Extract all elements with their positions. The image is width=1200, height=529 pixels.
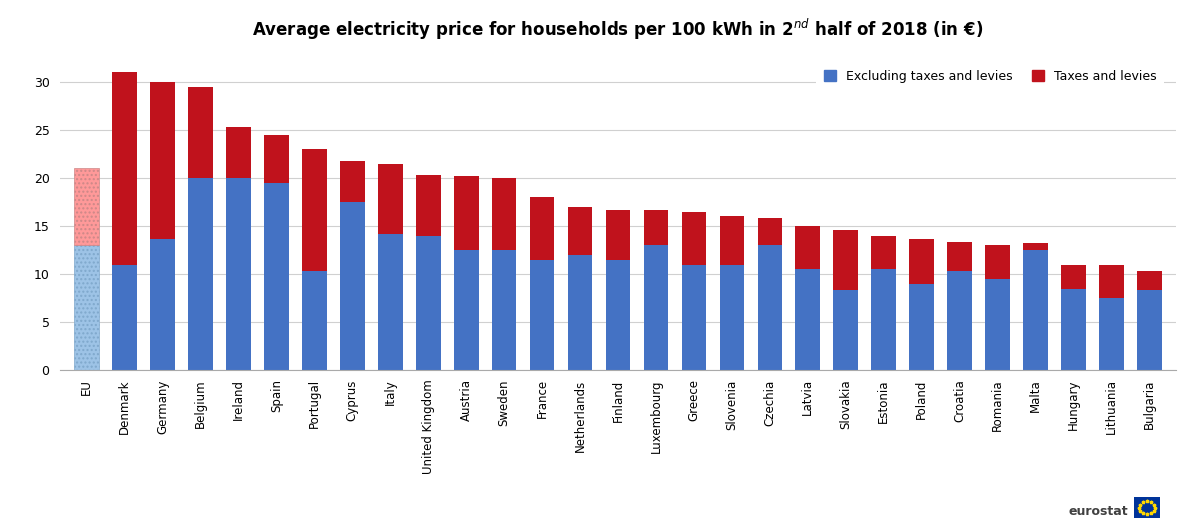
Bar bbox=[112, 264, 137, 370]
Bar bbox=[378, 234, 402, 370]
Text: eurostat: eurostat bbox=[1068, 505, 1128, 518]
Bar bbox=[871, 269, 896, 370]
Bar bbox=[910, 284, 934, 370]
Bar bbox=[871, 235, 896, 269]
Bar bbox=[1061, 264, 1086, 288]
Bar bbox=[720, 264, 744, 370]
Bar bbox=[188, 178, 212, 370]
Bar bbox=[302, 271, 326, 370]
Bar bbox=[606, 260, 630, 370]
Bar bbox=[643, 209, 668, 245]
Bar bbox=[720, 216, 744, 264]
Bar bbox=[340, 202, 365, 370]
Bar bbox=[226, 127, 251, 178]
Bar bbox=[1024, 243, 1048, 250]
Bar bbox=[150, 82, 175, 239]
Bar bbox=[1024, 250, 1048, 370]
Bar bbox=[834, 290, 858, 370]
Bar bbox=[416, 175, 440, 235]
Bar bbox=[112, 72, 137, 264]
Bar bbox=[796, 226, 820, 269]
Bar bbox=[682, 212, 707, 264]
Bar bbox=[985, 279, 1010, 370]
Bar bbox=[492, 178, 516, 250]
Bar bbox=[1099, 264, 1124, 298]
Bar bbox=[757, 218, 782, 245]
Bar bbox=[454, 250, 479, 370]
Bar bbox=[1099, 298, 1124, 370]
Bar bbox=[606, 209, 630, 260]
Bar bbox=[492, 250, 516, 370]
Bar bbox=[1061, 288, 1086, 370]
Bar bbox=[947, 271, 972, 370]
Bar bbox=[529, 260, 554, 370]
Bar bbox=[226, 178, 251, 370]
Bar bbox=[568, 255, 593, 370]
Bar bbox=[150, 239, 175, 370]
Bar bbox=[796, 269, 820, 370]
Bar bbox=[188, 87, 212, 178]
Bar bbox=[454, 176, 479, 250]
Bar bbox=[1138, 271, 1162, 290]
Bar bbox=[378, 163, 402, 234]
Bar bbox=[264, 135, 289, 183]
Bar bbox=[568, 207, 593, 255]
Bar bbox=[74, 245, 98, 370]
Bar bbox=[302, 149, 326, 271]
Bar bbox=[74, 168, 98, 245]
Bar bbox=[529, 197, 554, 260]
Bar bbox=[1138, 290, 1162, 370]
Bar bbox=[985, 245, 1010, 279]
Bar bbox=[834, 230, 858, 290]
Bar bbox=[340, 161, 365, 202]
Title: Average electricity price for households per 100 kWh in 2$^{nd}$ half of 2018 (i: Average electricity price for households… bbox=[252, 17, 984, 42]
Bar bbox=[682, 264, 707, 370]
Bar bbox=[264, 183, 289, 370]
Bar bbox=[947, 242, 972, 271]
Bar bbox=[757, 245, 782, 370]
Bar bbox=[910, 239, 934, 284]
Bar bbox=[416, 235, 440, 370]
Legend: Excluding taxes and levies, Taxes and levies: Excluding taxes and levies, Taxes and le… bbox=[816, 62, 1164, 90]
Bar bbox=[643, 245, 668, 370]
